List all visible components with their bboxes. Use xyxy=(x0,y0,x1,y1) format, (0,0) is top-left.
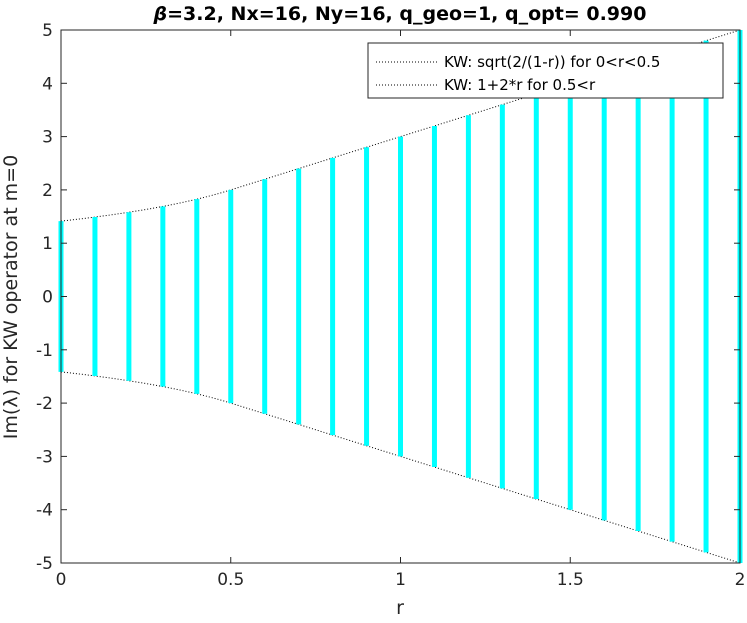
y-axis-label: Im(λ) for KW operator at m=0 xyxy=(0,155,22,439)
y-tick-label: 1 xyxy=(42,234,53,254)
y-tick-label: 5 xyxy=(42,21,53,41)
legend-label-1: KW: sqrt(2/(1-r)) for 0<r<0.5 xyxy=(444,53,660,71)
legend-box xyxy=(367,42,724,99)
y-tick-label: -1 xyxy=(36,341,53,361)
y-tick-label: 2 xyxy=(42,181,53,201)
x-tick-label: 0.5 xyxy=(217,570,244,590)
y-tick-label: -5 xyxy=(36,554,53,574)
legend-label-2: KW: 1+2*r for 0.5<r xyxy=(444,76,596,94)
x-tick-label: 2 xyxy=(735,570,746,590)
x-tick-label: 1.5 xyxy=(557,570,584,590)
chart-title: β=3.2, Nx=16, Ny=16, q_geo=1, q_opt= 0.9… xyxy=(153,3,647,25)
y-tick-label: 4 xyxy=(42,74,53,94)
title-rest: =3.2, Nx=16, Ny=16, q_geo=1, q_opt= 0.99… xyxy=(167,3,646,25)
y-tick-label: 0 xyxy=(42,288,53,308)
eigenvalue-columns xyxy=(58,30,743,563)
y-tick-label: -4 xyxy=(36,501,53,521)
x-axis-label: r xyxy=(396,597,404,619)
y-tick-label: -3 xyxy=(36,447,53,467)
title-beta: β xyxy=(153,3,168,25)
lower-bound-curve xyxy=(60,371,741,564)
y-tick-label: -2 xyxy=(36,394,53,414)
x-tick-label: 1 xyxy=(395,570,406,590)
y-tick-label: 3 xyxy=(42,128,53,148)
x-tick-label: 0 xyxy=(56,570,67,590)
legend: KW: sqrt(2/(1-r)) for 0<r<0.5 KW: 1+2*r … xyxy=(367,42,724,99)
plot-frame xyxy=(60,29,741,564)
